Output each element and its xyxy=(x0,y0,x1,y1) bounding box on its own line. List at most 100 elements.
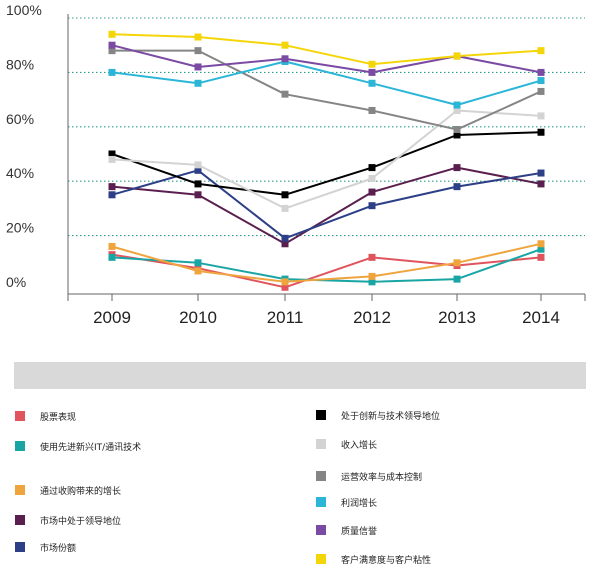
series-group xyxy=(108,164,545,248)
series-line xyxy=(111,131,542,196)
series-group xyxy=(108,106,545,212)
data-point xyxy=(108,183,116,191)
data-point xyxy=(281,41,289,49)
legend-label: 运营效率与成本控制 xyxy=(341,472,423,483)
data-point xyxy=(108,155,116,163)
data-point xyxy=(108,68,116,76)
series-group xyxy=(108,41,545,76)
series-line xyxy=(111,60,542,106)
y-tick-label: 60% xyxy=(6,111,34,127)
legend-item: 收入增长 xyxy=(316,436,377,452)
legend-label: 客户满意度与客户粘性 xyxy=(341,555,432,566)
series-line xyxy=(112,49,542,131)
legend-label: 处于创新与技术领导地位 xyxy=(341,411,441,422)
legend-item: 股票表现 xyxy=(15,408,76,424)
data-point xyxy=(108,150,116,158)
data-point xyxy=(108,47,116,55)
legend-item: 市场份额 xyxy=(15,539,76,555)
legend-swatch xyxy=(15,411,25,421)
series-group xyxy=(108,30,545,68)
legend-swatch xyxy=(316,439,326,449)
legend-item: 利润增长 xyxy=(316,494,377,510)
data-point xyxy=(194,161,202,169)
data-point xyxy=(194,180,202,188)
y-tick-label: 20% xyxy=(6,220,34,236)
legend-swatch xyxy=(316,554,326,564)
data-point xyxy=(281,191,289,199)
data-point xyxy=(537,47,545,55)
series-line xyxy=(111,166,542,245)
legend-item: 客户满意度与客户粘性 xyxy=(316,551,431,567)
data-point xyxy=(194,191,202,199)
x-tick-label: 2014 xyxy=(522,308,560,327)
series-group xyxy=(108,128,545,199)
data-point xyxy=(368,188,376,196)
data-point xyxy=(537,240,545,248)
line-chart: 0% 20% 40% 60% 80% 100% 2009 2010 2011 2012 2013 20… xyxy=(6,2,586,327)
data-point xyxy=(453,106,461,114)
legend-label: 市场份额 xyxy=(40,543,77,554)
data-point xyxy=(453,183,461,191)
data-point xyxy=(537,180,545,188)
x-tick-label: 2009 xyxy=(93,308,131,327)
data-point xyxy=(537,68,545,76)
data-point xyxy=(194,259,202,267)
data-point xyxy=(194,166,202,174)
legend-item: 处于创新与技术领导地位 xyxy=(316,407,440,423)
y-tick-label: 0% xyxy=(6,274,26,290)
series-group xyxy=(108,240,545,286)
series-layer xyxy=(108,30,545,291)
legend-label: 利润增长 xyxy=(341,498,378,509)
data-point xyxy=(537,245,545,253)
data-point xyxy=(281,55,289,63)
legend-label: 通过收购带来的增长 xyxy=(40,486,122,497)
data-point xyxy=(281,240,289,248)
legend-label: 市场中处于领导地位 xyxy=(40,516,122,527)
series-group xyxy=(108,47,545,134)
legend-item: 通过收购带来的增长 xyxy=(15,482,121,498)
data-point xyxy=(368,60,376,68)
legend-label: 收入增长 xyxy=(341,440,378,451)
series-line xyxy=(111,248,542,283)
data-point xyxy=(281,204,289,212)
data-point xyxy=(368,68,376,76)
series-line xyxy=(111,169,542,240)
data-point xyxy=(453,131,461,139)
x-tick-label: 2011 xyxy=(267,308,304,327)
data-point xyxy=(453,164,461,172)
legend-item: 市场中处于领导地位 xyxy=(15,512,121,528)
data-point xyxy=(281,234,289,242)
x-tick-label: 2013 xyxy=(438,308,476,327)
data-point xyxy=(281,278,289,286)
data-point xyxy=(281,283,289,291)
series-line xyxy=(111,44,542,74)
legend-swatch xyxy=(15,515,25,525)
legend-label: 质量信誉 xyxy=(341,526,378,537)
data-point xyxy=(194,267,202,275)
legend-item: 使用先进新兴IT/通讯技术 xyxy=(15,438,141,454)
data-point xyxy=(368,272,376,280)
legend-swatch xyxy=(15,441,25,451)
legend-label: 使用先进新兴IT/通讯技术 xyxy=(40,442,142,453)
data-point xyxy=(368,202,376,210)
data-point xyxy=(108,253,116,261)
legend-swatch xyxy=(316,471,326,481)
data-point xyxy=(368,164,376,172)
series-line xyxy=(111,33,542,66)
x-tick-label: 2010 xyxy=(179,308,217,327)
data-point xyxy=(194,63,202,71)
data-point xyxy=(453,126,461,134)
y-tick-label: 100% xyxy=(6,2,42,18)
data-point xyxy=(453,259,461,267)
legend-header-band xyxy=(14,362,586,389)
data-point xyxy=(108,191,116,199)
data-point xyxy=(194,79,202,87)
legend-swatch xyxy=(316,497,326,507)
data-point xyxy=(537,112,545,120)
data-point xyxy=(368,278,376,286)
data-point xyxy=(453,52,461,60)
data-point xyxy=(108,242,116,250)
x-tick-label: 2012 xyxy=(353,308,391,327)
y-tick-label: 80% xyxy=(6,56,34,72)
data-point xyxy=(194,47,202,55)
